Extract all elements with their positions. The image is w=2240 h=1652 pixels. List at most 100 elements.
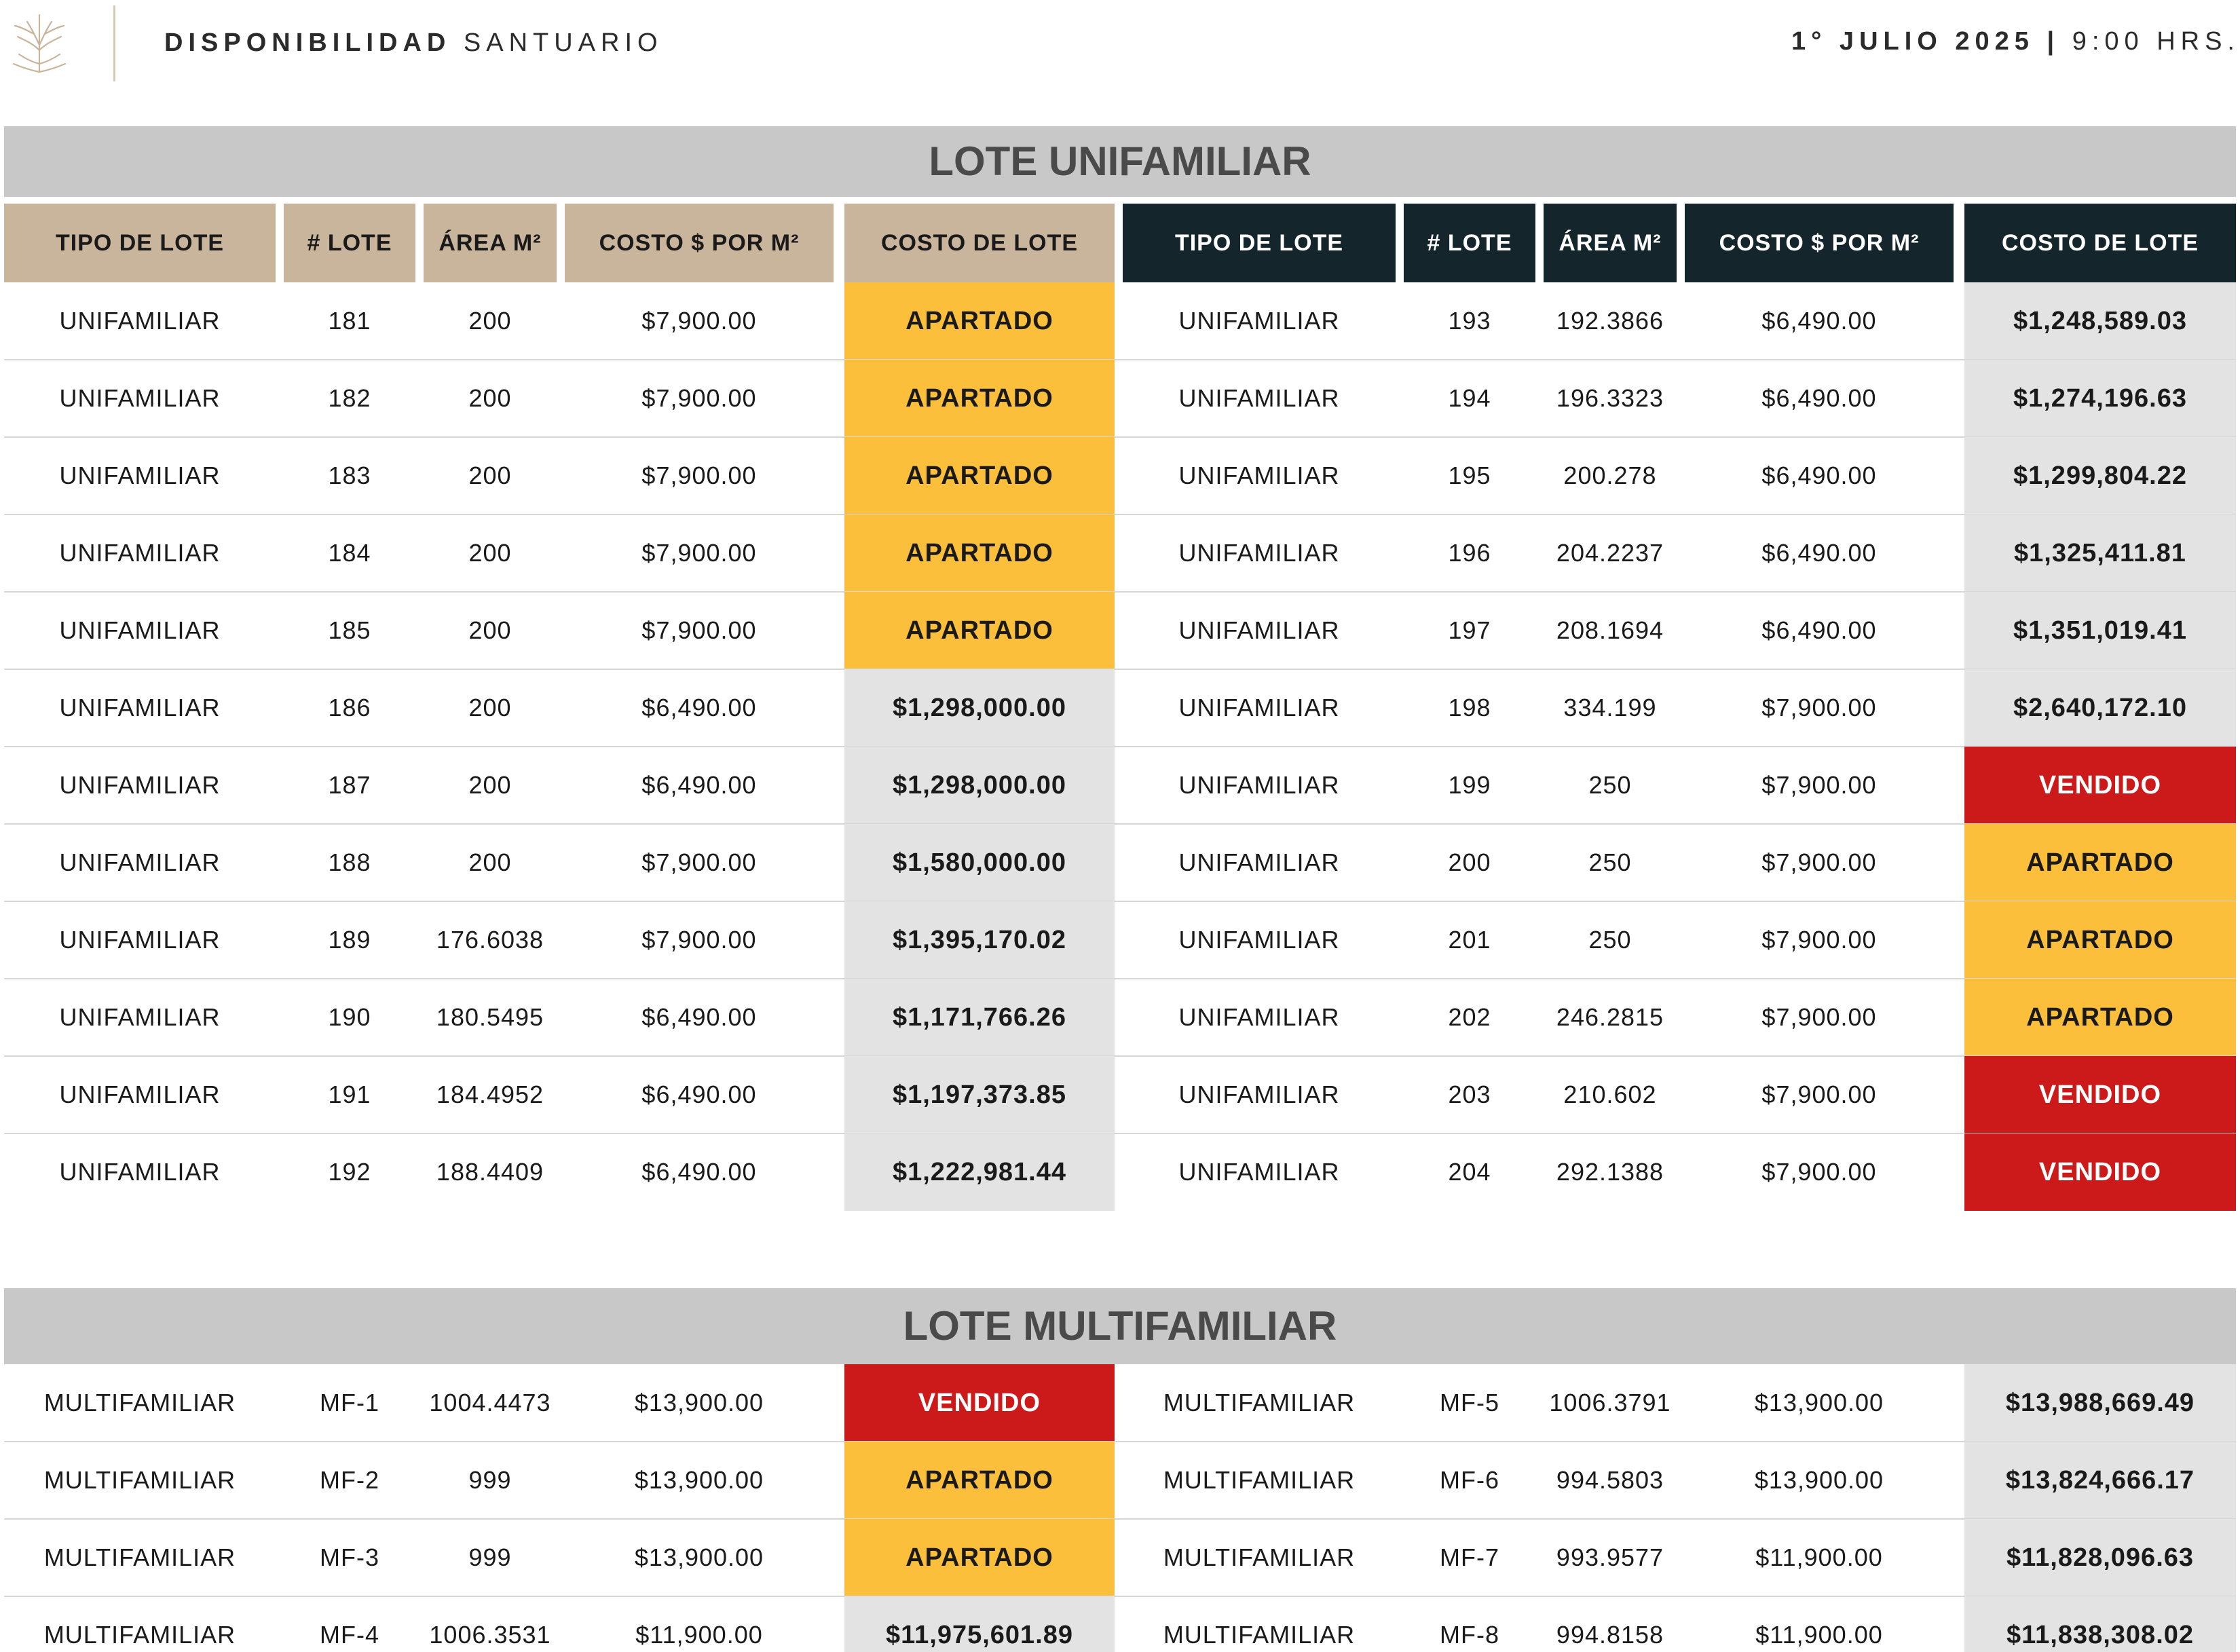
row-divider (4, 669, 2236, 670)
cost-per-m2: $7,900.00 (641, 462, 757, 489)
cost-per-m2: $13,900.00 (634, 1389, 764, 1416)
lot-area: 1004.4473 (429, 1389, 551, 1416)
cost-per-m2: $7,900.00 (641, 616, 757, 644)
cost-per-m2: $6,490.00 (641, 1081, 757, 1108)
cost-per-m2: $6,490.00 (1761, 616, 1877, 644)
lot-area: 196.3323 (1556, 384, 1664, 412)
lot-area: 200.278 (1563, 462, 1657, 489)
table-row: UNIFAMILIAR 184 200 $7,900.00 APARTADO UNIFAM… (0, 514, 2240, 592)
status-badge: VENDIDO (1964, 747, 2236, 824)
report-date: 1° JULIO 2025 | 9:00 HRS. (1791, 27, 2240, 56)
lot-area: 204.2237 (1556, 539, 1664, 567)
row-divider (4, 823, 2236, 825)
row-divider (4, 978, 2236, 979)
row-divider (4, 1518, 2236, 1520)
lot-type: UNIFAMILIAR (1178, 694, 1340, 721)
top-bar: DISPONIBILIDAD SANTUARIO 1° JULIO 2025 |… (0, 0, 2240, 88)
table-row: MULTIFAMILIAR MF-2 999 $13,900.00 APARTADO MU… (0, 1442, 2240, 1519)
row-divider (4, 1441, 2236, 1442)
logo-divider (113, 5, 115, 81)
lot-number: MF-4 (320, 1621, 379, 1649)
lot-type: UNIFAMILIAR (1178, 1158, 1340, 1186)
column-header: TIPO DE LOTE (4, 204, 276, 282)
lot-area: 208.1694 (1556, 616, 1664, 644)
lot-area: 176.6038 (436, 926, 544, 954)
cost-per-m2: $7,900.00 (1761, 926, 1877, 954)
lot-cost: $1,197,373.85 (844, 1056, 1115, 1133)
lot-number: MF-3 (320, 1543, 379, 1571)
cost-per-m2: $7,900.00 (641, 926, 757, 954)
lot-type: UNIFAMILIAR (59, 1003, 221, 1031)
lot-number: 201 (1448, 926, 1491, 954)
cost-per-m2: $6,490.00 (641, 771, 757, 799)
column-header: COSTO $ POR M² (565, 204, 834, 282)
lot-type: UNIFAMILIAR (1178, 384, 1340, 412)
lot-number: 198 (1448, 694, 1491, 721)
lot-number: 203 (1448, 1081, 1491, 1108)
lot-type: UNIFAMILIAR (59, 539, 221, 567)
cost-per-m2: $7,900.00 (1761, 1158, 1877, 1186)
table-row: UNIFAMILIAR 185 200 $7,900.00 APARTADO UNIFAM… (0, 592, 2240, 669)
lot-cost: $1,222,981.44 (844, 1133, 1115, 1211)
column-header: COSTO DE LOTE (1964, 204, 2236, 282)
cost-per-m2: $6,490.00 (641, 1003, 757, 1031)
page-title: DISPONIBILIDAD SANTUARIO (164, 29, 663, 57)
row-divider (4, 514, 2236, 515)
lot-type: UNIFAMILIAR (1178, 616, 1340, 644)
lot-area: 250 (1588, 926, 1632, 954)
lot-number: 204 (1448, 1158, 1491, 1186)
lot-cost: $1,298,000.00 (844, 747, 1115, 824)
table-row: UNIFAMILIAR 186 200 $6,490.00 $1,298,000.00 U… (0, 669, 2240, 747)
status-badge: APARTADO (844, 592, 1115, 669)
cost-per-m2: $6,490.00 (641, 694, 757, 721)
lot-type: UNIFAMILIAR (59, 616, 221, 644)
lot-area: 999 (468, 1543, 512, 1571)
status-badge: APARTADO (1964, 901, 2236, 979)
lot-area: 200 (468, 848, 512, 876)
lot-area: 334.199 (1563, 694, 1657, 721)
cost-per-m2: $13,900.00 (1754, 1466, 1884, 1494)
lot-type: MULTIFAMILIAR (43, 1389, 236, 1416)
lot-type: UNIFAMILIAR (59, 926, 221, 954)
lot-type: UNIFAMILIAR (59, 307, 221, 335)
lot-type: UNIFAMILIAR (1178, 771, 1340, 799)
row-divider (4, 1596, 2236, 1597)
row-divider (4, 1133, 2236, 1134)
lot-type: UNIFAMILIAR (59, 384, 221, 412)
lot-type: MULTIFAMILIAR (43, 1621, 236, 1649)
lot-area: 994.8158 (1556, 1621, 1664, 1649)
lot-area: 1006.3531 (429, 1621, 551, 1649)
cost-per-m2: $11,900.00 (1755, 1543, 1883, 1571)
row-divider (4, 746, 2236, 747)
tree-logo-icon (12, 14, 67, 73)
lot-type: UNIFAMILIAR (1178, 462, 1340, 489)
lot-cost: $1,395,170.02 (844, 901, 1115, 979)
lot-number: 202 (1448, 1003, 1491, 1031)
table-row: UNIFAMILIAR 188 200 $7,900.00 $1,580,000.00 U… (0, 824, 2240, 901)
cost-per-m2: $7,900.00 (641, 539, 757, 567)
lot-area: 192.3866 (1556, 307, 1664, 335)
status-badge: VENDIDO (844, 1364, 1115, 1442)
cost-per-m2: $6,490.00 (641, 1158, 757, 1186)
lot-number: 187 (328, 771, 371, 799)
status-badge: VENDIDO (1964, 1056, 2236, 1133)
lot-area: 188.4409 (436, 1158, 544, 1186)
section-title-multifamiliar: LOTE MULTIFAMILIAR (4, 1288, 2236, 1364)
cost-per-m2: $6,490.00 (1761, 307, 1877, 335)
lot-cost: $11,838,308.02 (1964, 1596, 2236, 1652)
lot-number: 199 (1448, 771, 1491, 799)
lot-area: 250 (1588, 848, 1632, 876)
status-badge: APARTADO (844, 1519, 1115, 1596)
status-badge: APARTADO (844, 360, 1115, 437)
lot-number: 195 (1448, 462, 1491, 489)
row-divider (4, 901, 2236, 902)
row-divider (4, 436, 2236, 438)
table-row: UNIFAMILIAR 182 200 $7,900.00 APARTADO UNIFAM… (0, 360, 2240, 437)
cost-per-m2: $7,900.00 (1761, 848, 1877, 876)
lot-cost: $1,298,000.00 (844, 669, 1115, 747)
lot-number: 192 (328, 1158, 371, 1186)
status-badge: APARTADO (844, 437, 1115, 514)
cost-per-m2: $11,900.00 (635, 1621, 763, 1649)
column-header: COSTO DE LOTE (844, 204, 1115, 282)
lot-type: MULTIFAMILIAR (43, 1543, 236, 1571)
